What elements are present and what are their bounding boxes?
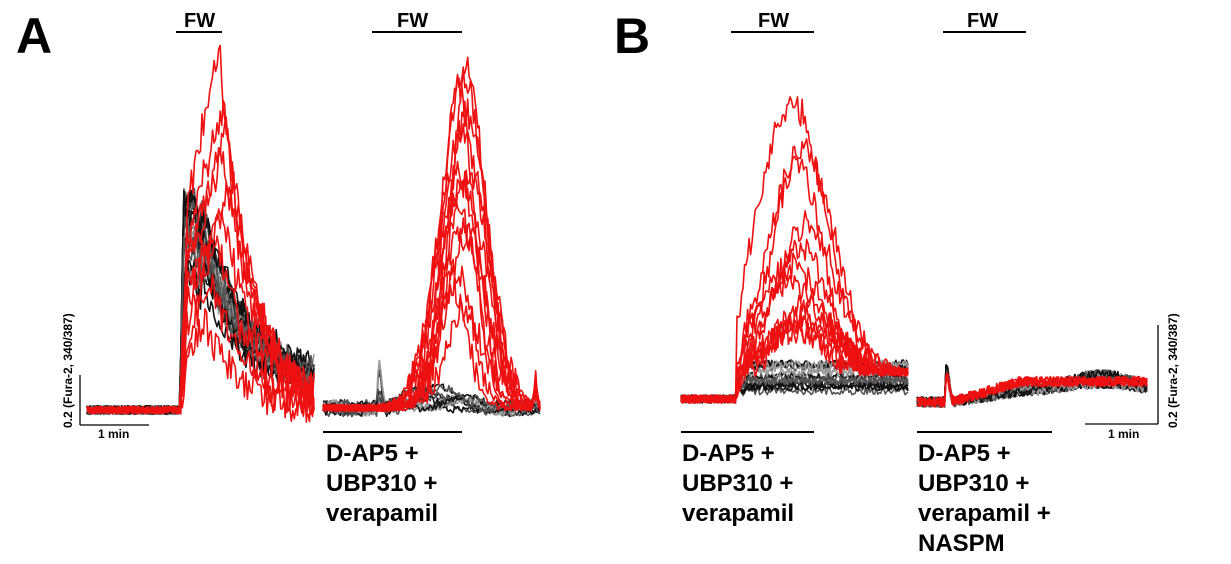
trace-red: [680, 252, 909, 404]
fw-label-a1: FW: [184, 10, 215, 32]
condition-a2-line2: UBP310 +: [326, 470, 437, 497]
panel-letter-a: A: [16, 8, 52, 64]
fw-label-b2: FW: [967, 10, 998, 32]
traces-panel-b-blockers-naspm: [916, 364, 1148, 408]
condition-b2-line4: NASPM: [918, 530, 1005, 557]
trace-gray: [322, 391, 541, 418]
trace-red: [916, 375, 1148, 408]
scale-label-x-b: 1 min: [1108, 427, 1139, 441]
fw-label-a2: FW: [397, 10, 428, 32]
scale-label-x-a: 1 min: [98, 427, 129, 441]
trace-red: [322, 56, 541, 413]
traces-panel-a-blockers: [322, 56, 541, 418]
condition-b1-line1: D-AP5 +: [682, 440, 775, 467]
trace-red: [916, 375, 1148, 408]
condition-b1-line3: verapamil: [682, 500, 794, 527]
traces-panel-a-control: [86, 44, 315, 423]
condition-a2-line1: D-AP5 +: [326, 440, 419, 467]
traces-panel-b-blockers: [680, 96, 909, 404]
panel-letter-b: B: [614, 8, 650, 64]
scale-label-y-a: 0.2 (Fura-2, 340/387): [61, 313, 75, 428]
condition-b2-line2: UBP310 +: [918, 470, 1029, 497]
fw-label-b1: FW: [758, 10, 789, 32]
trace-red: [86, 308, 315, 423]
trace-red: [680, 96, 909, 404]
condition-b2-line1: D-AP5 +: [918, 440, 1011, 467]
condition-b2-line3: verapamil +: [918, 500, 1051, 527]
condition-b1-line2: UBP310 +: [682, 470, 793, 497]
trace-red: [680, 305, 909, 404]
trace-red: [322, 196, 541, 412]
condition-a2-line3: verapamil: [326, 500, 438, 527]
trace-gray: [916, 369, 1148, 408]
scale-label-y-b: 0.2 (Fura-2, 340/387): [1166, 313, 1180, 428]
